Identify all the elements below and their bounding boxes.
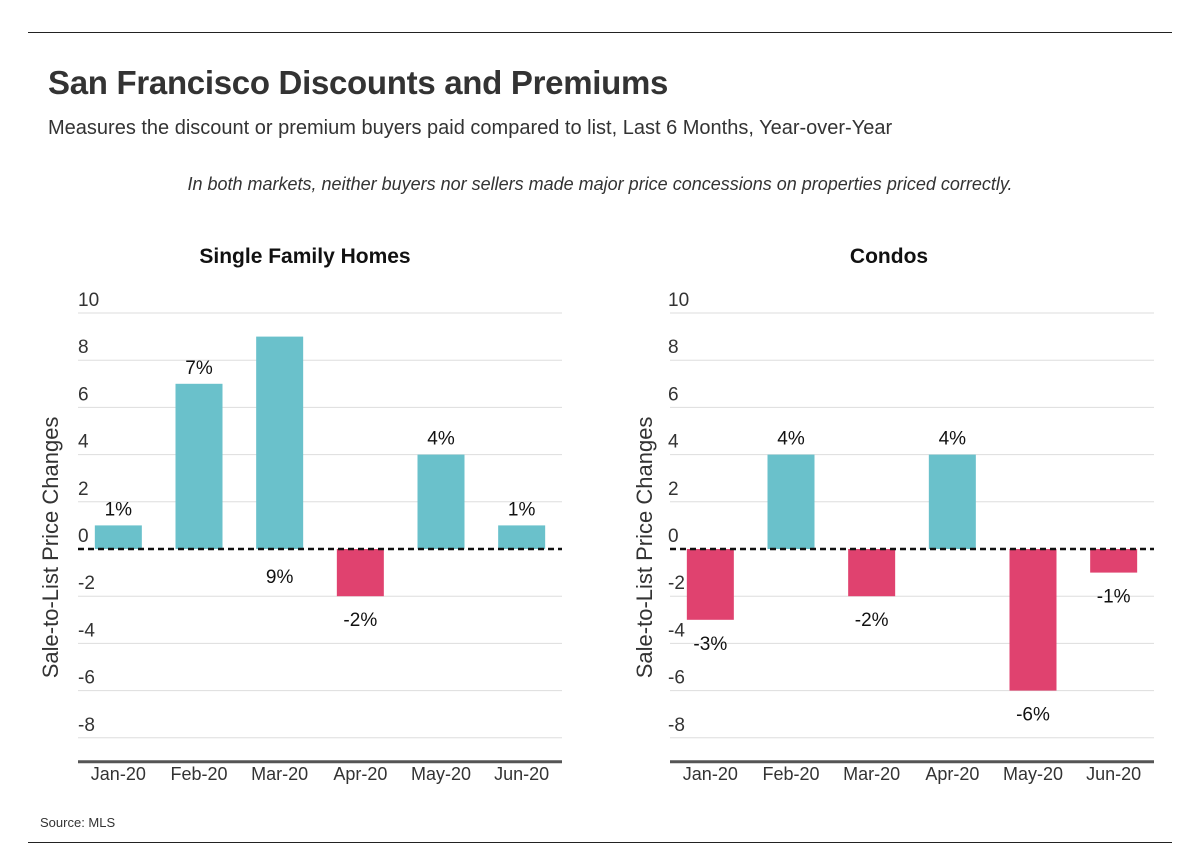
x-tick-label: Feb-20 <box>170 764 227 784</box>
data-label: 4% <box>777 429 805 450</box>
chart-panel-single-family-homes: Single Family Homes 10 8 6 4 2 0 -2 -4 -6 -8 Sale-t… <box>38 245 562 784</box>
bar-may-20 <box>1009 549 1057 691</box>
x-tick-label: Mar-20 <box>843 764 900 784</box>
y-tick-label: -4 <box>668 620 685 641</box>
data-label: 9% <box>266 567 294 588</box>
y-tick-label: 6 <box>668 384 679 405</box>
bottom-rule <box>28 842 1172 843</box>
bar-jan-20 <box>686 549 734 620</box>
data-label: 1% <box>508 499 536 520</box>
y-tick-label: 4 <box>78 432 89 453</box>
chart-note: In both markets, neither buyers nor sell… <box>187 174 1013 194</box>
bar-apr-20 <box>928 454 976 549</box>
bar-may-20 <box>417 454 465 549</box>
data-label: -2% <box>343 610 377 631</box>
bar-apr-20 <box>336 549 384 597</box>
panel-title: Condos <box>850 245 928 268</box>
data-label: -2% <box>855 610 889 631</box>
data-label: 7% <box>185 358 213 379</box>
y-tick-label: -8 <box>78 715 95 736</box>
data-label: -1% <box>1097 587 1131 608</box>
x-tick-label: Apr-20 <box>925 764 979 784</box>
x-tick-label: Apr-20 <box>333 764 387 784</box>
bar-feb-20 <box>175 383 223 549</box>
bar-feb-20 <box>767 454 815 549</box>
y-tick-label: -6 <box>668 668 685 689</box>
y-tick-label: 4 <box>668 432 679 453</box>
y-tick-label: 10 <box>668 290 689 311</box>
y-tick-label: -2 <box>78 573 95 594</box>
y-tick-label: 6 <box>78 384 89 405</box>
y-tick-label: 8 <box>668 337 679 358</box>
x-tick-label: Jan-20 <box>91 764 146 784</box>
charts-area: Single Family Homes 10 8 6 4 2 0 -2 -4 -6 -8 Sale-t… <box>38 245 1154 784</box>
data-label: 4% <box>427 429 455 450</box>
x-tick-label: May-20 <box>1003 764 1063 784</box>
x-tick-label: Jan-20 <box>683 764 738 784</box>
bar-mar-20 <box>848 549 896 597</box>
y-tick-label: 10 <box>78 290 99 311</box>
source-note: Source: MLS <box>40 815 116 830</box>
x-tick-label: Jun-20 <box>1086 764 1141 784</box>
page-subtitle: Measures the discount or premium buyers … <box>48 117 893 139</box>
data-label: 4% <box>939 429 967 450</box>
y-tick-label: 8 <box>78 337 89 358</box>
x-tick-label: Mar-20 <box>251 764 308 784</box>
bar-jun-20 <box>498 525 546 549</box>
y-tick-label: -2 <box>668 573 685 594</box>
y-axis-label: Sale-to-List Price Changes <box>38 417 63 679</box>
page-title: San Francisco Discounts and Premiums <box>48 64 669 101</box>
y-tick-label: 2 <box>78 479 89 500</box>
top-rule <box>28 32 1172 33</box>
x-tick-label: Jun-20 <box>494 764 549 784</box>
x-tick-label: May-20 <box>411 764 471 784</box>
chart-panel-condos: Condos 10 8 6 4 2 0 -2 -4 -6 -8 Sale-to-List Price … <box>632 245 1154 784</box>
y-tick-label: 0 <box>78 526 89 547</box>
panel-title: Single Family Homes <box>199 245 410 268</box>
bar-jan-20 <box>94 525 142 549</box>
x-tick-label: Feb-20 <box>762 764 819 784</box>
data-label: -3% <box>693 634 727 655</box>
data-label: -6% <box>1016 705 1050 726</box>
bar-jun-20 <box>1090 549 1138 573</box>
y-tick-label: 0 <box>668 526 679 547</box>
y-tick-label: 2 <box>668 479 679 500</box>
y-tick-label: -6 <box>78 668 95 689</box>
y-tick-label: -4 <box>78 620 95 641</box>
bar-mar-20 <box>256 336 304 549</box>
y-tick-label: -8 <box>668 715 685 736</box>
data-label: 1% <box>105 499 133 520</box>
y-axis-label: Sale-to-List Price Changes <box>632 417 657 679</box>
